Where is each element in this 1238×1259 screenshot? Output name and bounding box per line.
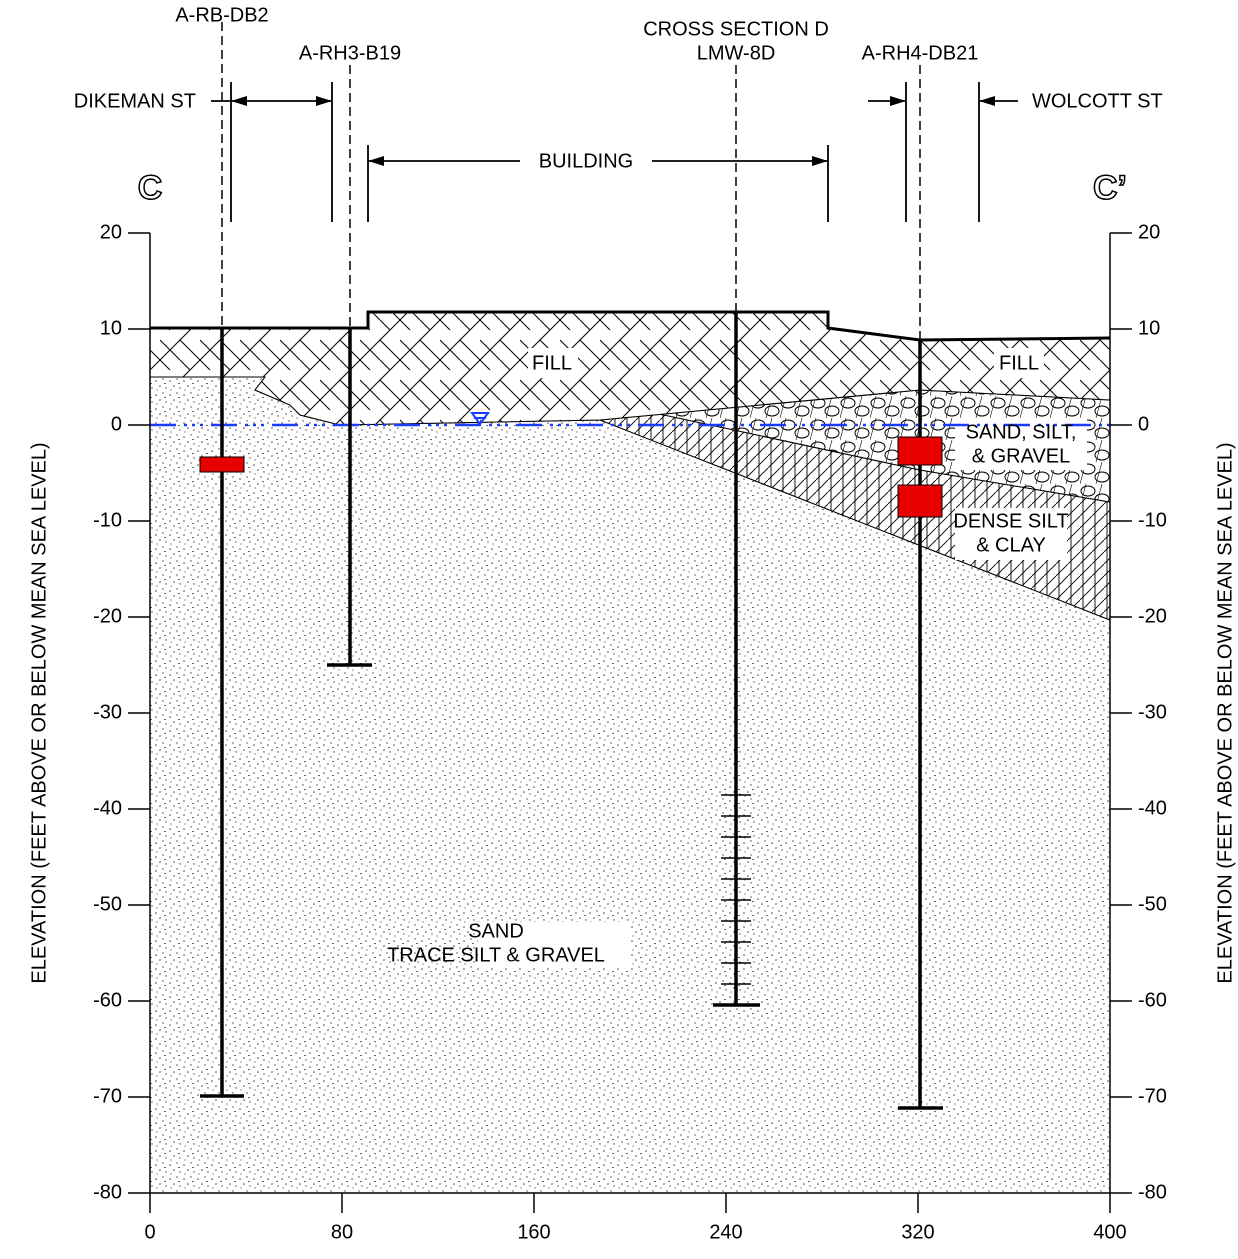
- street-label: WOLCOTT ST: [1032, 90, 1163, 112]
- layer-label: SAND, SILT,: [966, 421, 1077, 443]
- y-tick-label: -20: [1138, 605, 1167, 627]
- layer-label: & CLAY: [976, 534, 1046, 556]
- x-tick-label: 160: [517, 1221, 550, 1243]
- y-tick-label: -30: [93, 701, 122, 723]
- layer-label: FILL: [532, 352, 572, 374]
- layer-label: SAND: [468, 920, 524, 942]
- section-label: C: [138, 169, 163, 207]
- y-tick-label: -80: [93, 1181, 122, 1203]
- y-tick-label: 20: [100, 221, 122, 243]
- dimension-lines: [211, 82, 1018, 222]
- label-bg: [994, 348, 1044, 378]
- y-tick-label: -40: [93, 797, 122, 819]
- x-tick-label: 400: [1093, 1221, 1126, 1243]
- y-axis-title: ELEVATION (FEET ABOVE OR BELOW MEAN SEA …: [1214, 442, 1236, 983]
- label-bg: [478, 922, 630, 968]
- label-bg: [955, 508, 1067, 560]
- street-label: DIKEMAN ST: [74, 90, 196, 112]
- label-bg: [955, 418, 1087, 470]
- x-tick-label: 0: [144, 1221, 155, 1243]
- label-bg: [528, 348, 578, 378]
- y-tick-label: -50: [1138, 893, 1167, 915]
- y-tick-label: -50: [93, 893, 122, 915]
- samples: [199, 436, 943, 518]
- y-tick-label: -30: [1138, 701, 1167, 723]
- y-tick-label: -10: [93, 509, 122, 531]
- boring-label: LMW-8D: [697, 42, 776, 64]
- layer-label: TRACE SILT & GRAVEL: [387, 944, 605, 966]
- y-tick-label: 10: [100, 317, 122, 339]
- y-axis-title: ELEVATION (FEET ABOVE OR BELOW MEAN SEA …: [28, 442, 50, 983]
- x-tick-label: 320: [901, 1221, 934, 1243]
- boring-label: A-RH4-DB21: [862, 42, 979, 64]
- y-tick-label: -60: [93, 989, 122, 1011]
- y-tick-label: -60: [1138, 989, 1167, 1011]
- layer-label: FILL: [999, 352, 1039, 374]
- boring-label: A-RH3-B19: [299, 42, 401, 64]
- y-tick-label: -20: [93, 605, 122, 627]
- layer-label: & GRAVEL: [972, 445, 1071, 467]
- y-tick-label: 0: [1138, 413, 1149, 435]
- y-tick-label: -40: [1138, 797, 1167, 819]
- building-label: BUILDING: [539, 150, 633, 172]
- y-tick-label: 10: [1138, 317, 1160, 339]
- y-tick-label: -70: [1138, 1085, 1167, 1107]
- y-tick-label: -70: [93, 1085, 122, 1107]
- y-tick-label: -10: [1138, 509, 1167, 531]
- x-tick-label: 80: [331, 1221, 353, 1243]
- y-tick-label: -80: [1138, 1181, 1167, 1203]
- borings: [200, 312, 943, 1110]
- layer-label: DENSE SILT: [953, 510, 1068, 532]
- section-label: C’: [1093, 169, 1127, 207]
- arrowheads: [231, 96, 995, 166]
- y-tick-label: 0: [111, 413, 122, 435]
- y-tick-label: 20: [1138, 221, 1160, 243]
- boring-projections: [221, 22, 921, 340]
- water-symbol: [470, 412, 490, 426]
- boring-label: CROSS SECTION D: [643, 18, 829, 40]
- x-tick-label: 240: [709, 1221, 742, 1243]
- well-screen: [721, 794, 751, 985]
- boring-label: A-RB-DB2: [175, 4, 268, 26]
